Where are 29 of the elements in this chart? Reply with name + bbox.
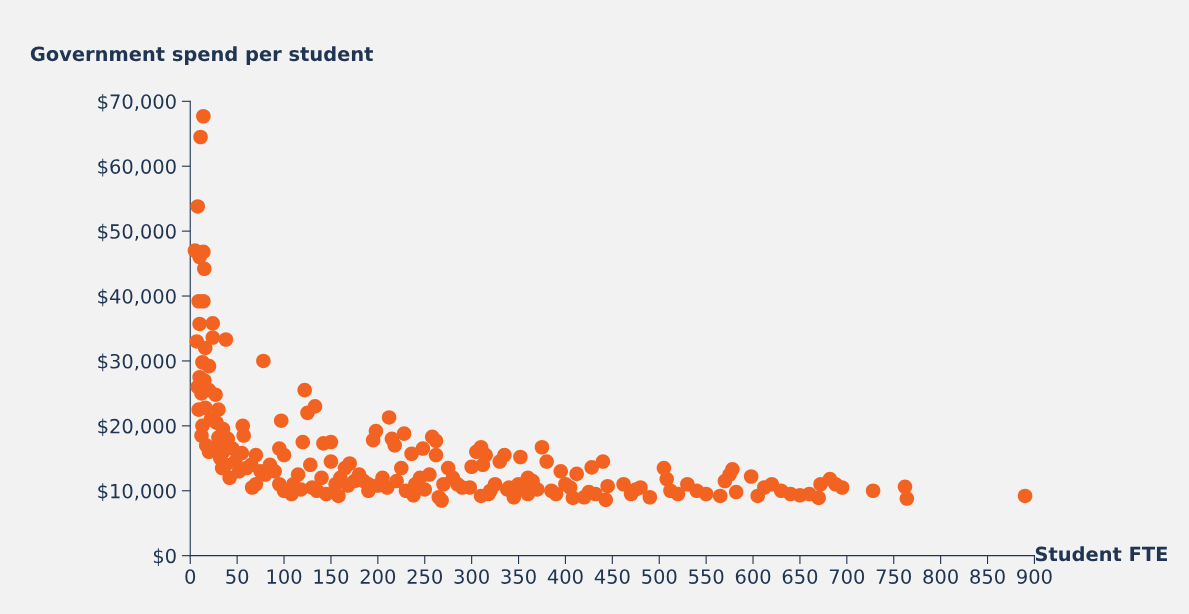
y-tick-label: $20,000 <box>98 418 176 437</box>
x-tick-label: 300 <box>454 569 489 584</box>
x-tick-label: 650 <box>782 569 818 584</box>
x-tick-label: 850 <box>970 569 1005 584</box>
x-tick-label: 400 <box>547 569 583 584</box>
x-tick-label: 450 <box>594 569 630 584</box>
x-tick-label: 700 <box>829 569 865 584</box>
x-tick-label: 0 <box>185 569 196 584</box>
x-tick-label: 550 <box>689 569 724 584</box>
x-tick-label: 900 <box>1017 569 1052 584</box>
x-tick-label: 750 <box>876 569 911 584</box>
x-tick-label: 200 <box>360 569 396 584</box>
y-axis-title: Government spend per student <box>30 46 373 65</box>
x-tick-label: 50 <box>226 569 249 584</box>
x-tick-label: 800 <box>923 569 958 584</box>
x-axis-title: Student FTE <box>1035 546 1167 562</box>
x-tick-label: 250 <box>407 569 442 584</box>
x-tick-label: 500 <box>642 569 677 584</box>
x-tick-label: 350 <box>501 569 536 584</box>
y-tick-label: $60,000 <box>98 158 176 177</box>
y-tick-label: $10,000 <box>98 483 176 502</box>
x-tick-label: 100 <box>267 569 302 584</box>
x-tick-label: 600 <box>735 569 771 584</box>
x-tick-label: 150 <box>314 569 349 584</box>
y-tick-label: $50,000 <box>98 223 176 242</box>
y-tick-label: $30,000 <box>98 353 176 372</box>
y-tick-label: $70,000 <box>98 93 176 112</box>
y-tick-label: $40,000 <box>98 288 176 307</box>
y-tick-label: $0 <box>153 548 176 566</box>
